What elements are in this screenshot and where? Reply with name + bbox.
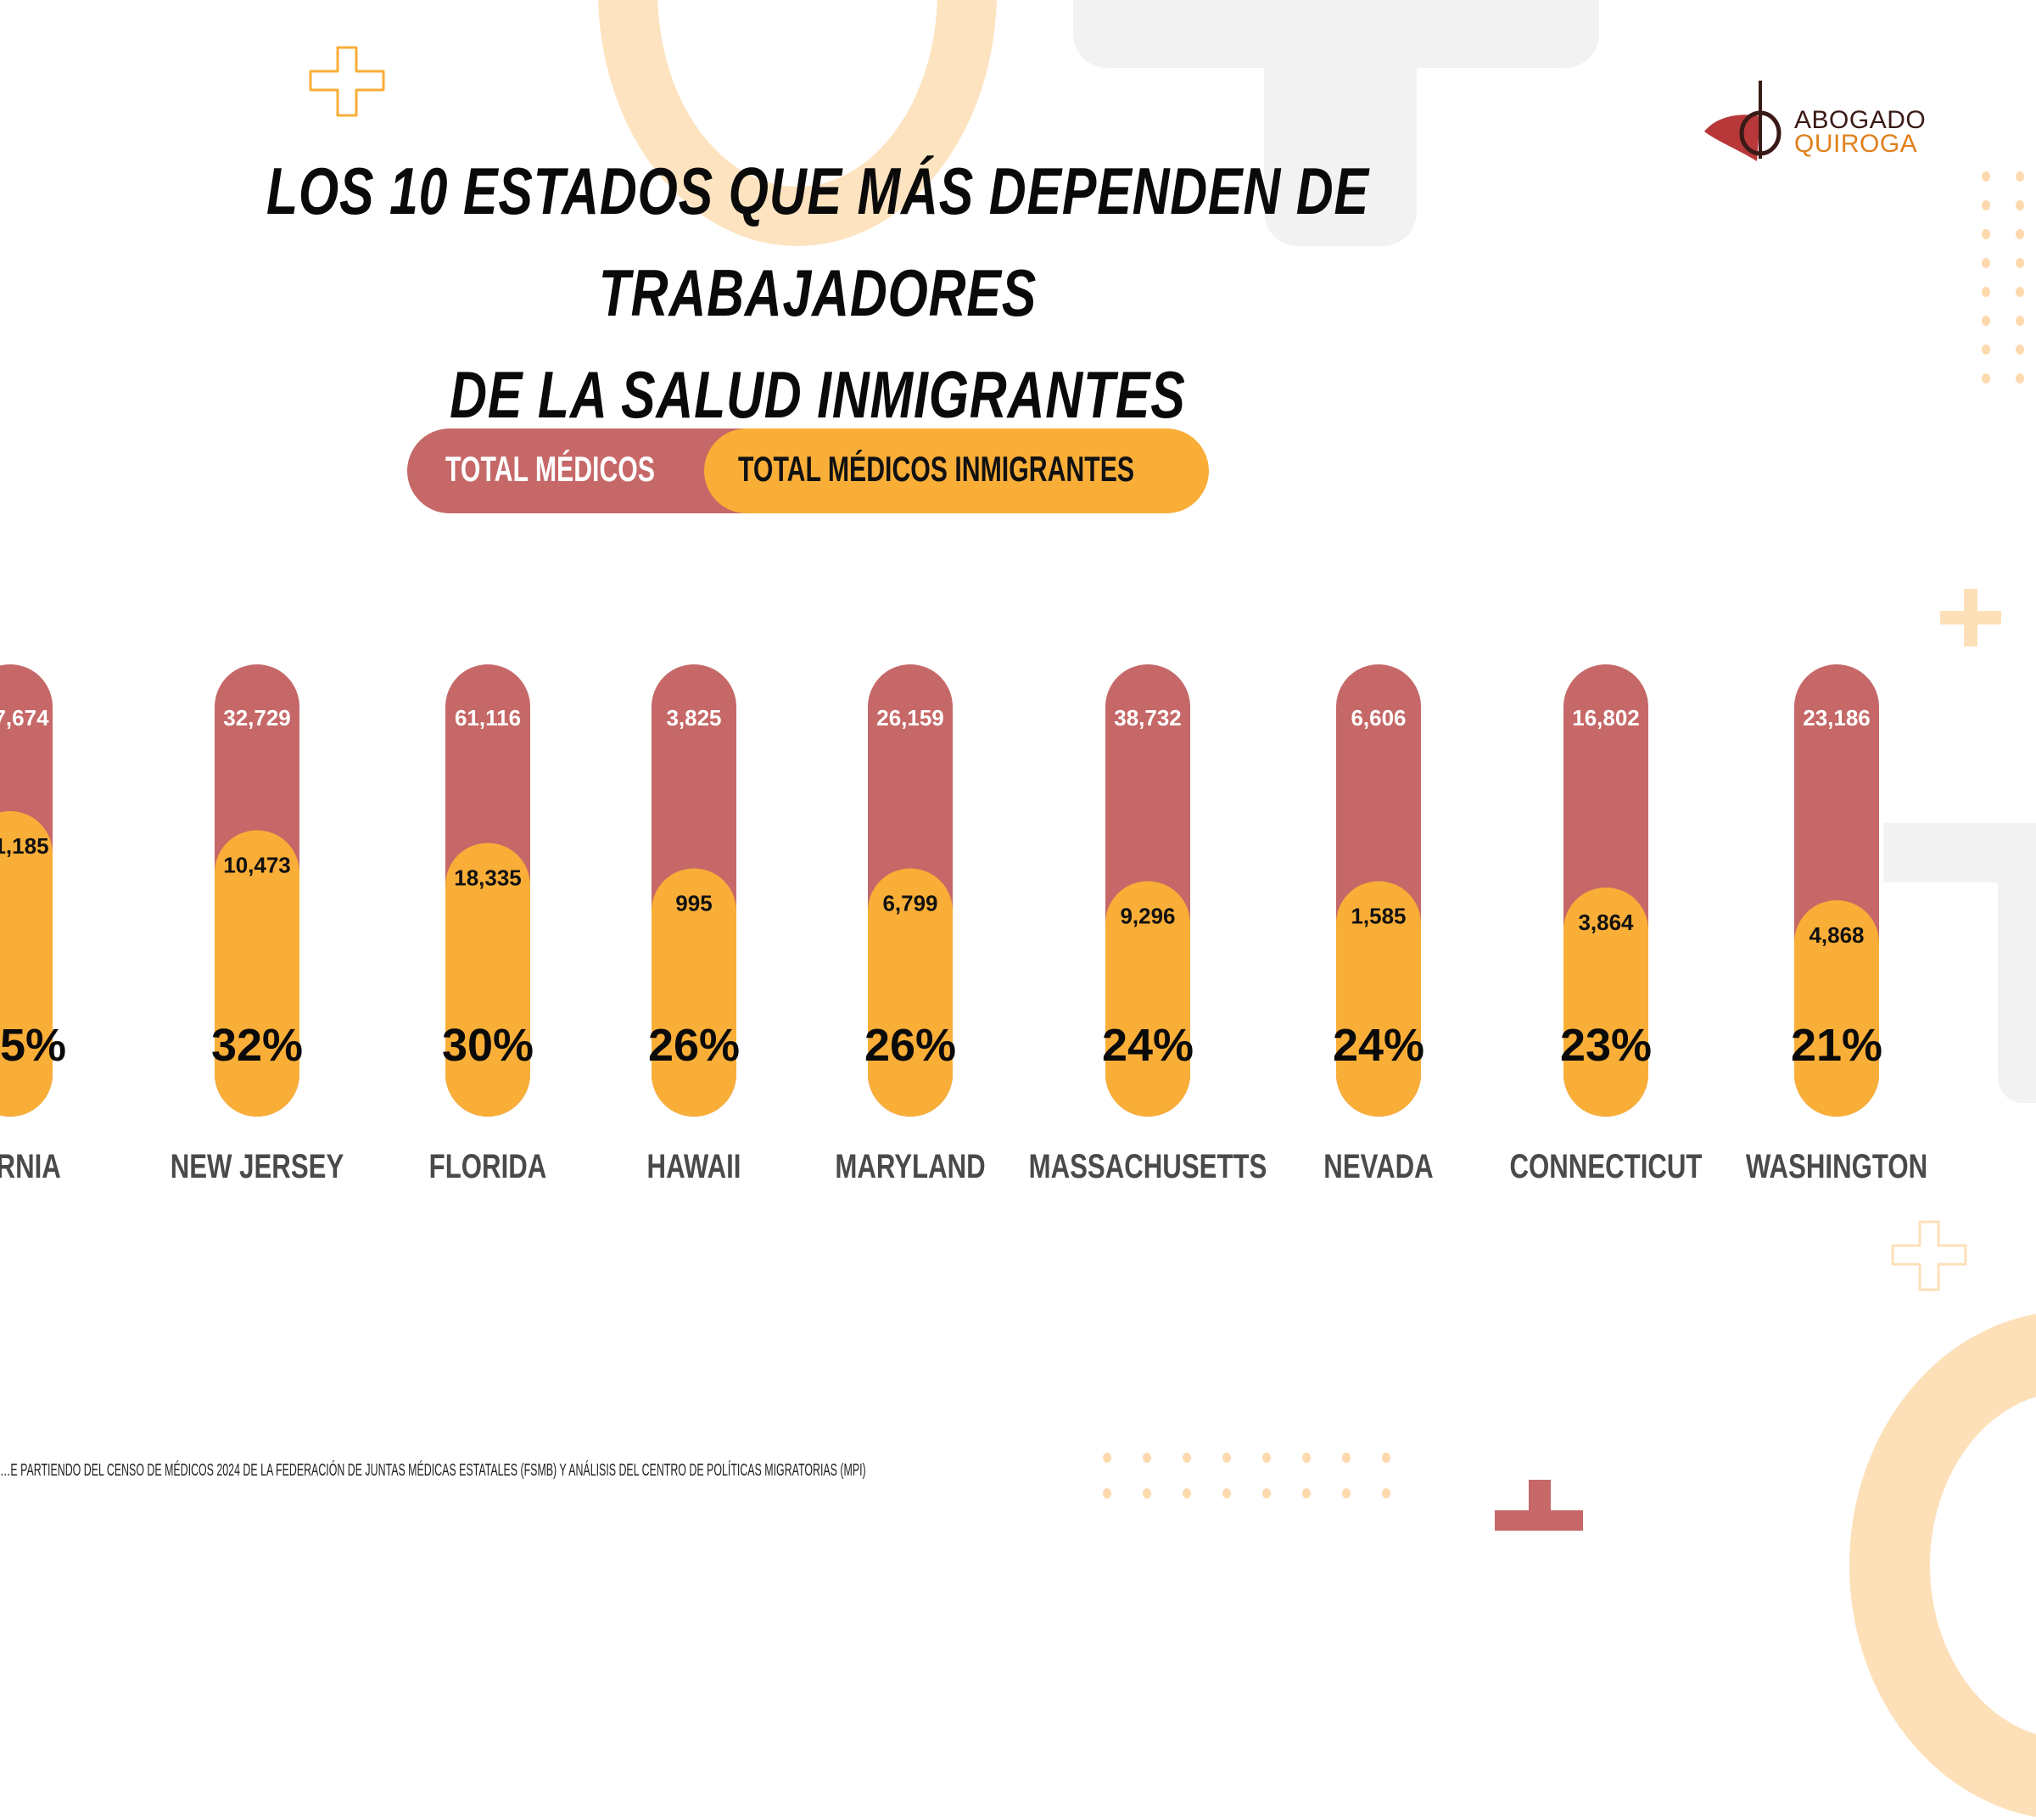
decorative-dots-bottom	[1103, 1453, 1390, 1498]
bar-immigrant-value-label: 6,799	[882, 891, 937, 916]
bar-total-value-label: …7,674	[0, 705, 49, 731]
decorative-dots-right	[1982, 171, 2024, 384]
page-title: LOS 10 ESTADOS QUE MÁS DEPENDEN DE TRABA…	[179, 140, 1456, 445]
bar-immigrant-value-label: 9,296	[1120, 904, 1175, 929]
state-label: NEW JERSEY	[171, 1147, 344, 1185]
bar-immigrant	[652, 868, 736, 1117]
state-label: CONNECTICUT	[1510, 1147, 1703, 1185]
bar-group: 26,159 6,799 26% MARYLAND	[835, 664, 986, 1185]
bar-group: 6,606 1,585 24% NEVADA	[1323, 664, 1434, 1185]
bar-immigrant	[868, 868, 953, 1117]
bar-chart: …7,674 …1,185 …5% FORNIA 32,729 10,473 32% NEW …	[0, 664, 1927, 1185]
legend-label-total: TOTAL MÉDICOS	[445, 449, 655, 489]
state-label: WASHINGTON	[1746, 1147, 1927, 1185]
state-label: FLORIDA	[429, 1147, 547, 1185]
bar-percent-label: 26%	[864, 1020, 956, 1071]
legend-swatch-immigrant	[704, 428, 1209, 513]
bar-total-value-label: 3,825	[666, 705, 721, 731]
title-line-1: LOS 10 ESTADOS QUE MÁS DEPENDEN DE TRABA…	[266, 154, 1369, 330]
plus-icon	[1940, 589, 2001, 647]
bar-total-value-label: 6,606	[1351, 705, 1406, 731]
bar-group: 61,116 18,335 30% FLORIDA	[429, 664, 547, 1185]
bar-total-value-label: 32,729	[223, 705, 291, 731]
bar-percent-label: 24%	[1333, 1020, 1424, 1071]
chart-legend: TOTAL MÉDICOS TOTAL MÉDICOS INMIGRANTES	[407, 428, 1209, 513]
bar-total-value-label: 26,159	[876, 705, 944, 731]
bar-immigrant	[1336, 881, 1421, 1117]
bar-immigrant-value-label: 3,864	[1578, 910, 1634, 935]
bar-percent-label: 23%	[1560, 1020, 1652, 1071]
plus-icon	[1495, 1480, 1583, 1531]
bar-percent-label: …5%	[0, 1020, 66, 1071]
decorative-gray-cross-right-stem	[1998, 848, 2036, 1103]
bar-immigrant	[1563, 888, 1648, 1117]
logo-text-quiroga: QUIROGA	[1794, 130, 1918, 158]
bar-group: 23,186 4,868 21% WASHINGTON	[1746, 664, 1927, 1185]
state-label: MASSACHUSETTS	[1029, 1147, 1267, 1185]
bar-immigrant-value-label: 995	[675, 891, 712, 916]
bar-percent-label: 24%	[1102, 1020, 1194, 1071]
bar-percent-label: 32%	[211, 1020, 303, 1071]
legend-label-immigrant: TOTAL MÉDICOS INMIGRANTES	[738, 449, 1135, 489]
bar-immigrant	[1794, 900, 1879, 1117]
bar-group: 16,802 3,864 23% CONNECTICUT	[1510, 664, 1703, 1185]
bar-immigrant	[215, 830, 299, 1117]
bar-immigrant-value-label: 10,473	[223, 853, 291, 878]
bar-group: …7,674 …1,185 …5% FORNIA	[0, 664, 66, 1185]
source-footnote: …E PARTIENDO DEL CENSO DE MÉDICOS 2024 D…	[0, 1461, 866, 1480]
logo: ABOGADO QUIROGA	[1701, 81, 1947, 165]
plus-outline-icon	[1891, 1220, 1967, 1291]
bar-immigrant-value-label: 4,868	[1809, 922, 1864, 948]
bar-group: 38,732 9,296 24% MASSACHUSETTS	[1029, 664, 1267, 1185]
state-label: NEVADA	[1323, 1147, 1433, 1185]
state-label: FORNIA	[0, 1147, 61, 1185]
bar-percent-label: 30%	[442, 1020, 534, 1071]
bar-total-value-label: 16,802	[1572, 705, 1640, 731]
title-line-2: DE LA SALUD INMIGRANTES	[450, 357, 1186, 432]
bar-total-value-label: 23,186	[1803, 705, 1871, 731]
logo-text-abogado: ABOGADO	[1794, 106, 1927, 134]
bar-total-value-label: 38,732	[1114, 705, 1182, 731]
bar-immigrant-value-label: …1,185	[0, 833, 49, 859]
bar-immigrant	[1105, 881, 1190, 1117]
bar-immigrant-value-label: 18,335	[454, 865, 522, 891]
state-label: HAWAII	[647, 1147, 741, 1185]
bar-total-value-label: 61,116	[455, 705, 521, 731]
plus-outline-icon	[309, 46, 385, 117]
bar-immigrant	[445, 843, 530, 1117]
bar-group: 32,729 10,473 32% NEW JERSEY	[171, 664, 344, 1185]
state-label: MARYLAND	[835, 1147, 985, 1185]
scales-of-justice-icon	[1704, 81, 1782, 161]
bar-percent-label: 21%	[1791, 1020, 1882, 1071]
bar-immigrant	[0, 811, 53, 1117]
bar-immigrant-value-label: 1,585	[1351, 904, 1406, 929]
bar-group: 3,825 995 26% HAWAII	[647, 664, 741, 1185]
decorative-gray-cross-top-stem	[1264, 51, 1417, 246]
bar-percent-label: 26%	[648, 1020, 740, 1071]
